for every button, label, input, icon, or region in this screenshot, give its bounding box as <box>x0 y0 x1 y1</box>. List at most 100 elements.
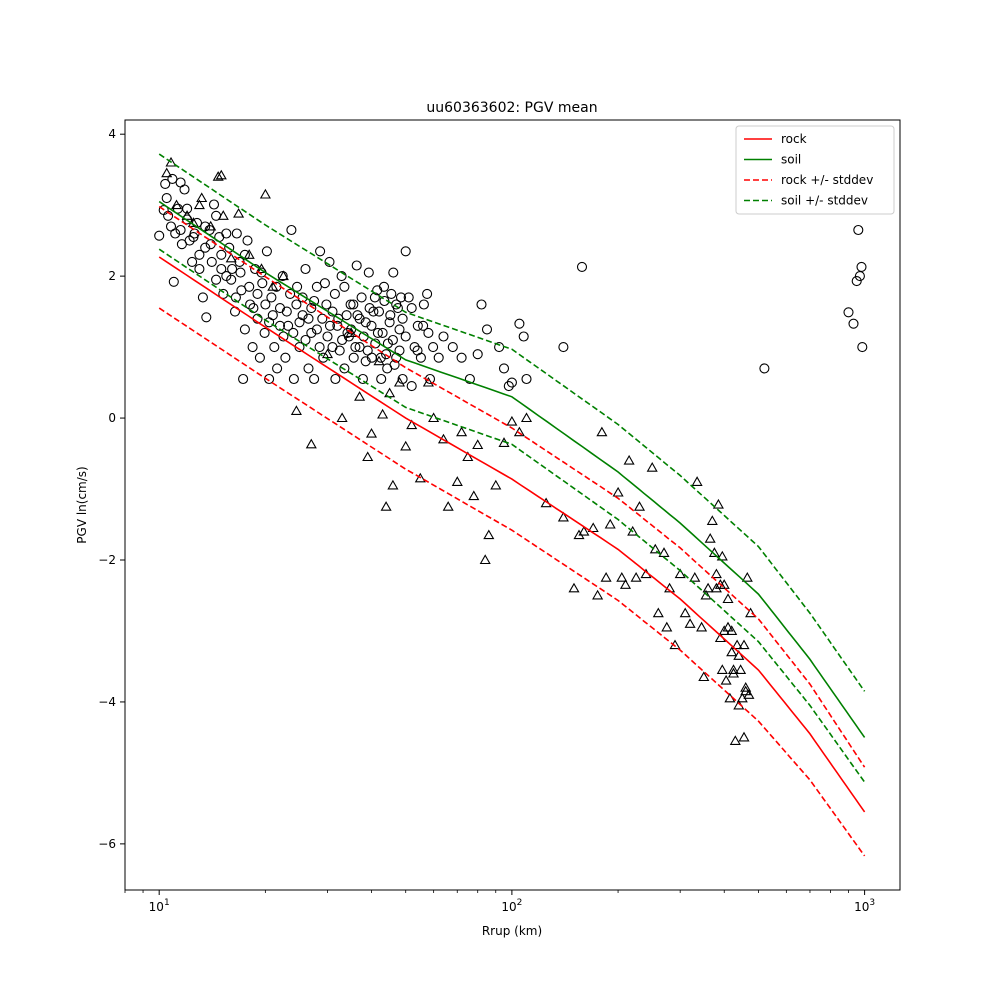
data-point-triangle <box>290 405 302 415</box>
data-point-circle <box>428 342 439 353</box>
data-point-circle <box>418 299 429 310</box>
legend: rock soil rock +/- stddev soil +/- stddev <box>735 125 895 215</box>
data-point-circle <box>216 249 227 260</box>
legend-entry-label: rock <box>781 132 807 146</box>
data-point-circle <box>366 320 377 331</box>
data-point-circle <box>161 193 172 204</box>
data-point-triangle <box>456 426 468 437</box>
series-line-rock-stddev <box>158 307 866 857</box>
data-point-circle <box>324 320 336 331</box>
data-point-circle <box>300 263 311 275</box>
data-point-circle <box>464 373 475 385</box>
data-point-triangle <box>727 664 740 674</box>
data-point-circle <box>188 232 199 243</box>
data-point-triangle <box>716 550 728 561</box>
data-point-circle <box>422 288 433 299</box>
data-point-circle <box>311 324 322 335</box>
chart-title: uu60363602: PGV mean <box>426 100 597 116</box>
data-point-triangle <box>712 498 724 509</box>
data-point-circle <box>242 235 253 246</box>
data-point-triangle <box>513 426 525 437</box>
data-point-circle <box>235 267 246 278</box>
data-point-circle <box>394 324 405 335</box>
data-point-circle <box>254 352 265 363</box>
model-lines <box>158 153 866 857</box>
data-point-circle <box>277 271 288 282</box>
data-point-circle <box>364 303 375 314</box>
data-point-triangle <box>472 439 484 450</box>
data-point-circle <box>218 288 229 299</box>
data-point-triangle <box>170 199 183 210</box>
data-point-triangle <box>627 525 639 536</box>
data-point-triangle <box>520 412 533 423</box>
data-point-triangle <box>196 192 208 203</box>
data-point-triangle <box>442 501 454 511</box>
data-point-circle <box>200 242 211 253</box>
data-point-triangle <box>215 169 227 180</box>
data-point-triangle <box>698 671 710 682</box>
data-point-circle <box>576 261 588 272</box>
data-point-circle <box>272 363 283 374</box>
data-point-circle <box>285 288 296 299</box>
data-point-circle <box>759 363 770 374</box>
data-point-circle <box>239 324 250 335</box>
x-tick-label: 102 <box>501 898 522 914</box>
data-point-circle <box>481 324 493 335</box>
data-point-circle <box>341 310 352 321</box>
data-point-triangle <box>604 518 616 529</box>
data-point-circle <box>385 310 396 321</box>
data-point-circle <box>160 178 171 189</box>
data-point-circle <box>257 278 268 289</box>
data-point-triangle <box>387 479 399 490</box>
data-point-circle <box>514 318 525 329</box>
data-point-circle <box>352 310 363 321</box>
data-point-circle <box>184 235 195 246</box>
data-point-circle <box>264 373 275 385</box>
data-point-circle <box>288 327 299 338</box>
data-point-triangle <box>741 571 753 582</box>
data-point-circle <box>433 352 444 363</box>
data-point-circle <box>392 303 403 314</box>
data-point-circle <box>283 320 294 331</box>
data-point-circle <box>348 299 359 310</box>
data-point-triangle <box>689 571 701 582</box>
data-point-triangle <box>596 426 608 437</box>
data-point-triangle <box>720 674 732 685</box>
data-point-triangle <box>462 451 474 462</box>
legend-box <box>735 125 895 215</box>
data-point-triangle <box>679 607 691 618</box>
data-point-circle <box>324 256 335 267</box>
data-point-circle <box>244 281 255 292</box>
data-point-circle <box>423 327 434 338</box>
x-tick-label: 101 <box>149 898 170 914</box>
data-point-circle <box>375 352 386 363</box>
series-line-soil <box>158 200 866 738</box>
data-point-triangle <box>612 486 624 497</box>
data-point-triangle <box>743 689 755 699</box>
data-point-circle <box>848 318 859 329</box>
data-point-circle <box>292 281 303 292</box>
data-point-circle <box>194 263 205 275</box>
data-point-circle <box>260 299 271 310</box>
data-point-triangle <box>722 621 734 632</box>
data-point-circle <box>175 224 186 236</box>
data-point-circle <box>381 349 392 360</box>
data-point-circle <box>373 306 385 317</box>
plot-area <box>154 153 868 857</box>
data-point-circle <box>261 246 272 257</box>
data-point-triangle <box>684 618 696 628</box>
series-line-stddev-band <box>158 205 866 768</box>
data-point-circle <box>851 276 862 287</box>
data-point-triangle <box>714 579 726 589</box>
data-point-circle <box>521 373 532 385</box>
data-point-triangle <box>600 571 612 582</box>
data-point-triangle <box>336 412 348 423</box>
data-point-triangle <box>652 607 664 618</box>
data-point-circle <box>154 230 165 241</box>
data-point-circle <box>362 345 373 356</box>
data-point-triangle <box>259 188 271 199</box>
data-point-triangle <box>490 479 502 490</box>
data-point-circle <box>266 292 277 303</box>
data-point-circle <box>291 299 302 310</box>
data-point-circle <box>853 224 864 236</box>
